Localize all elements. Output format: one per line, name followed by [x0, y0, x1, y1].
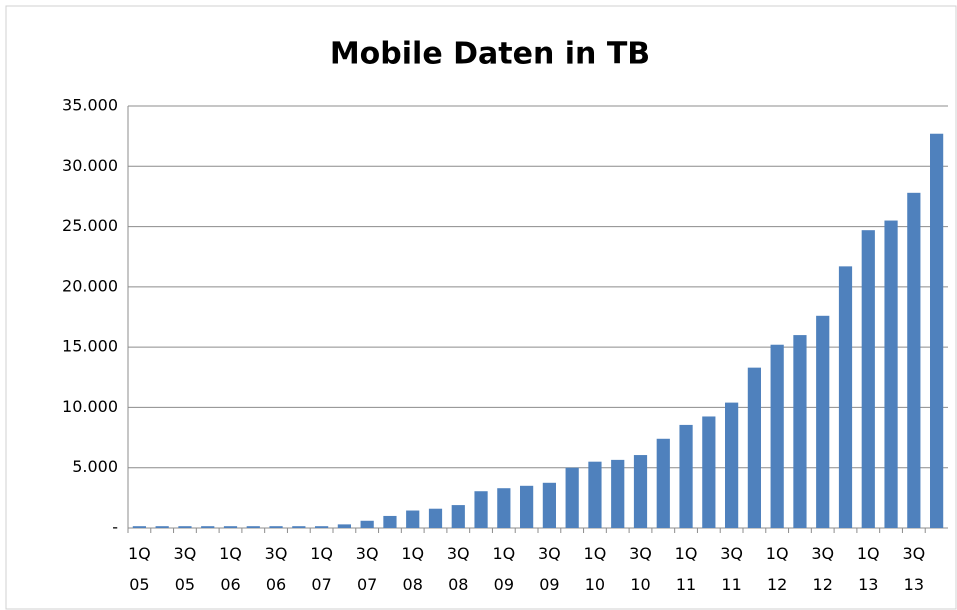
y-tick-label: 35.000 — [62, 96, 118, 115]
x-tick-label: 1Q 09 — [492, 544, 516, 594]
bar — [611, 459, 625, 528]
y-tick-label: 15.000 — [62, 337, 118, 356]
x-tick-label: 3Q 12 — [811, 544, 835, 594]
bar — [816, 315, 830, 528]
bar — [132, 526, 146, 528]
bar — [155, 526, 169, 528]
bar — [360, 520, 374, 528]
bar — [884, 220, 898, 529]
x-tick-label: 3Q 05 — [173, 544, 197, 594]
x-tick-label: 1Q 07 — [310, 544, 333, 594]
bar — [588, 461, 602, 528]
y-tick-label: 25.000 — [62, 216, 118, 235]
bar — [428, 508, 443, 528]
chart-border — [5, 5, 957, 610]
bar — [497, 488, 511, 528]
bar — [679, 424, 693, 528]
y-tick-label: 5.000 — [72, 457, 118, 476]
bar — [793, 335, 807, 528]
x-tick-label: 1Q 10 — [583, 544, 607, 594]
bar — [770, 344, 784, 528]
bar — [292, 526, 306, 528]
x-tick-label: 3Q 13 — [902, 544, 926, 594]
bar — [565, 467, 579, 528]
bar — [656, 438, 670, 528]
bar — [702, 416, 716, 528]
bar — [315, 526, 329, 528]
x-tick-label: 3Q 11 — [720, 544, 743, 594]
bar — [451, 505, 465, 528]
bar — [223, 526, 238, 528]
bar — [269, 526, 283, 528]
bar — [337, 524, 351, 528]
y-tick-label: - — [112, 518, 118, 537]
x-tick-label: 3Q 10 — [629, 544, 652, 594]
x-tick-label: 3Q 06 — [264, 544, 288, 594]
bar — [246, 526, 260, 528]
bar — [633, 455, 648, 528]
bar — [474, 491, 488, 528]
y-tick-label: 10.000 — [62, 397, 118, 416]
bar — [383, 515, 397, 528]
chart-title: Mobile Daten in TB — [330, 37, 650, 72]
bar — [725, 402, 739, 528]
bar — [542, 482, 556, 528]
x-tick-label: 1Q 08 — [401, 544, 425, 594]
x-tick-label: 1Q 13 — [856, 544, 880, 594]
bar — [930, 133, 944, 528]
y-tick-label: 20.000 — [62, 276, 118, 295]
x-tick-label: 1Q 12 — [765, 544, 789, 594]
bar — [178, 526, 192, 528]
bar — [406, 510, 420, 528]
x-tick-label: 3Q 07 — [355, 544, 379, 594]
x-tick-label: 1Q 11 — [674, 544, 698, 594]
bar — [201, 526, 215, 528]
bar — [861, 230, 875, 528]
bar — [838, 266, 853, 528]
x-tick-label: 1Q 05 — [127, 544, 151, 594]
bar — [747, 367, 761, 528]
y-tick-label: 30.000 — [62, 156, 118, 175]
x-tick-label: 1Q 06 — [219, 544, 242, 594]
x-tick-label: 3Q 09 — [537, 544, 561, 594]
x-tick-label: 3Q 08 — [446, 544, 470, 594]
bar — [907, 192, 921, 528]
bar — [520, 485, 534, 528]
